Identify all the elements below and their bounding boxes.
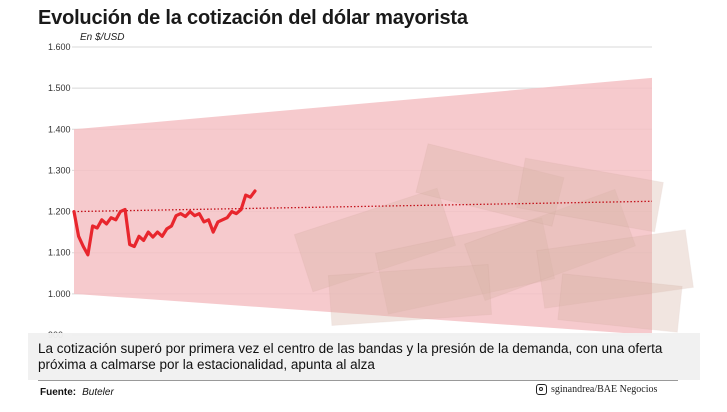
y-tick-label: 1.500	[48, 83, 71, 93]
banknote	[327, 263, 493, 327]
instagram-icon	[536, 384, 547, 395]
y-axis-unit-label: En $/USD	[80, 32, 125, 43]
banknote	[557, 273, 683, 333]
y-tick-label: 1.400	[48, 124, 71, 134]
banknote	[293, 187, 457, 293]
y-tick-label: 1.300	[48, 165, 71, 175]
banknote	[415, 143, 565, 227]
y-tick-label: 1.200	[48, 207, 71, 217]
source-value: Buteler	[82, 387, 114, 398]
source-label: Fuente:	[40, 387, 77, 398]
credit-text: sginandrea/BAE Negocios	[551, 384, 658, 395]
caption: La cotización superó por primera vez el …	[28, 333, 700, 380]
source-line: Fuente: Buteler	[40, 387, 114, 398]
chart-title: Evolución de la cotización del dólar may…	[38, 7, 468, 29]
y-tick-label: 1.100	[48, 248, 71, 258]
y-tick-label: 1.000	[48, 289, 71, 299]
y-tick-label: 1.600	[48, 42, 71, 52]
banknote	[516, 157, 664, 233]
photo-credit: sginandrea/BAE Negocios	[536, 384, 657, 395]
banknote	[463, 188, 637, 302]
footer-divider	[38, 380, 678, 381]
banknote	[536, 229, 694, 309]
exchange-band	[74, 77, 652, 335]
banknotes-illustration	[293, 143, 694, 333]
series-line-dollar-rate	[72, 189, 257, 257]
banknote	[374, 217, 556, 315]
